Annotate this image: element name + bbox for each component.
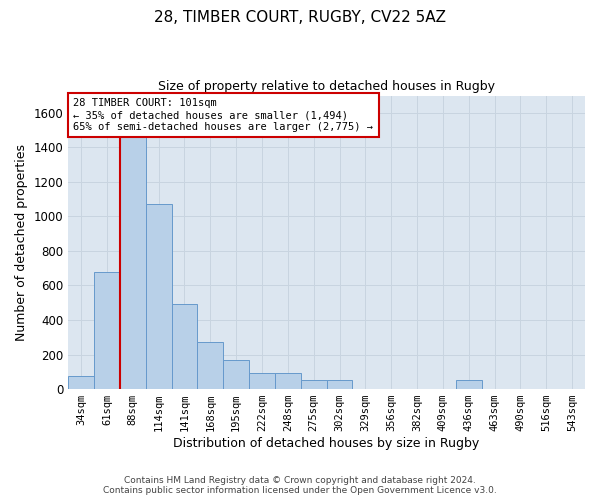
Bar — [326, 380, 352, 389]
Text: Contains HM Land Registry data © Crown copyright and database right 2024.
Contai: Contains HM Land Registry data © Crown c… — [103, 476, 497, 495]
Text: 28 TIMBER COURT: 101sqm
← 35% of detached houses are smaller (1,494)
65% of semi: 28 TIMBER COURT: 101sqm ← 35% of detache… — [73, 98, 373, 132]
Bar — [68, 376, 94, 389]
Text: 28, TIMBER COURT, RUGBY, CV22 5AZ: 28, TIMBER COURT, RUGBY, CV22 5AZ — [154, 10, 446, 25]
Bar — [94, 272, 120, 389]
Title: Size of property relative to detached houses in Rugby: Size of property relative to detached ho… — [158, 80, 495, 93]
Bar — [456, 380, 482, 389]
Bar — [275, 372, 301, 389]
Bar — [197, 342, 223, 389]
Bar — [301, 380, 326, 389]
Bar — [223, 360, 249, 389]
Bar — [249, 372, 275, 389]
Y-axis label: Number of detached properties: Number of detached properties — [15, 144, 28, 341]
Bar — [146, 204, 172, 389]
Bar — [120, 132, 146, 389]
X-axis label: Distribution of detached houses by size in Rugby: Distribution of detached houses by size … — [173, 437, 480, 450]
Bar — [172, 304, 197, 389]
